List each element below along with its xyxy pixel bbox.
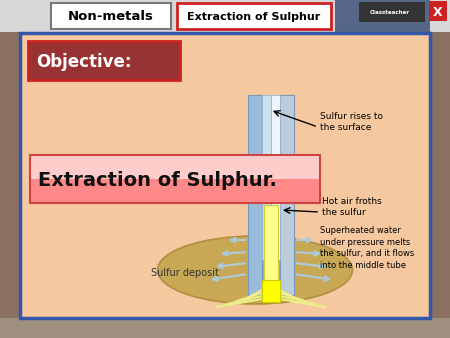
Text: Extraction of Sulphur: Extraction of Sulphur [187,12,320,22]
FancyBboxPatch shape [429,1,447,21]
Bar [248,95,262,295]
FancyBboxPatch shape [20,33,430,318]
FancyBboxPatch shape [30,155,320,179]
Text: Hot air froths
the sulfur: Hot air froths the sulfur [322,197,382,217]
Text: Non-metals: Non-metals [68,10,154,24]
Bar [335,0,430,32]
Bar [271,95,280,260]
Text: Sulfur deposit: Sulfur deposit [151,268,219,278]
Bar [430,0,450,338]
Bar [280,95,294,295]
Bar [262,280,280,302]
Bar [264,205,278,280]
Text: Extraction of Sulphur.: Extraction of Sulphur. [38,171,277,191]
Bar [0,0,450,32]
Text: Classteacher: Classteacher [370,9,410,15]
FancyBboxPatch shape [28,41,180,80]
Bar [262,95,271,260]
Text: Superheated water
under pressure melts
the sulfur, and it flows
into the middle : Superheated water under pressure melts t… [320,226,414,270]
Ellipse shape [158,236,352,304]
FancyBboxPatch shape [177,3,331,29]
Text: Sulfur rises to
the surface: Sulfur rises to the surface [320,112,383,132]
Bar [0,0,20,338]
Text: Objective:: Objective: [36,53,131,71]
FancyBboxPatch shape [359,2,425,22]
Bar [0,318,450,338]
FancyBboxPatch shape [30,179,320,203]
Text: X: X [433,5,443,19]
FancyBboxPatch shape [51,3,171,29]
